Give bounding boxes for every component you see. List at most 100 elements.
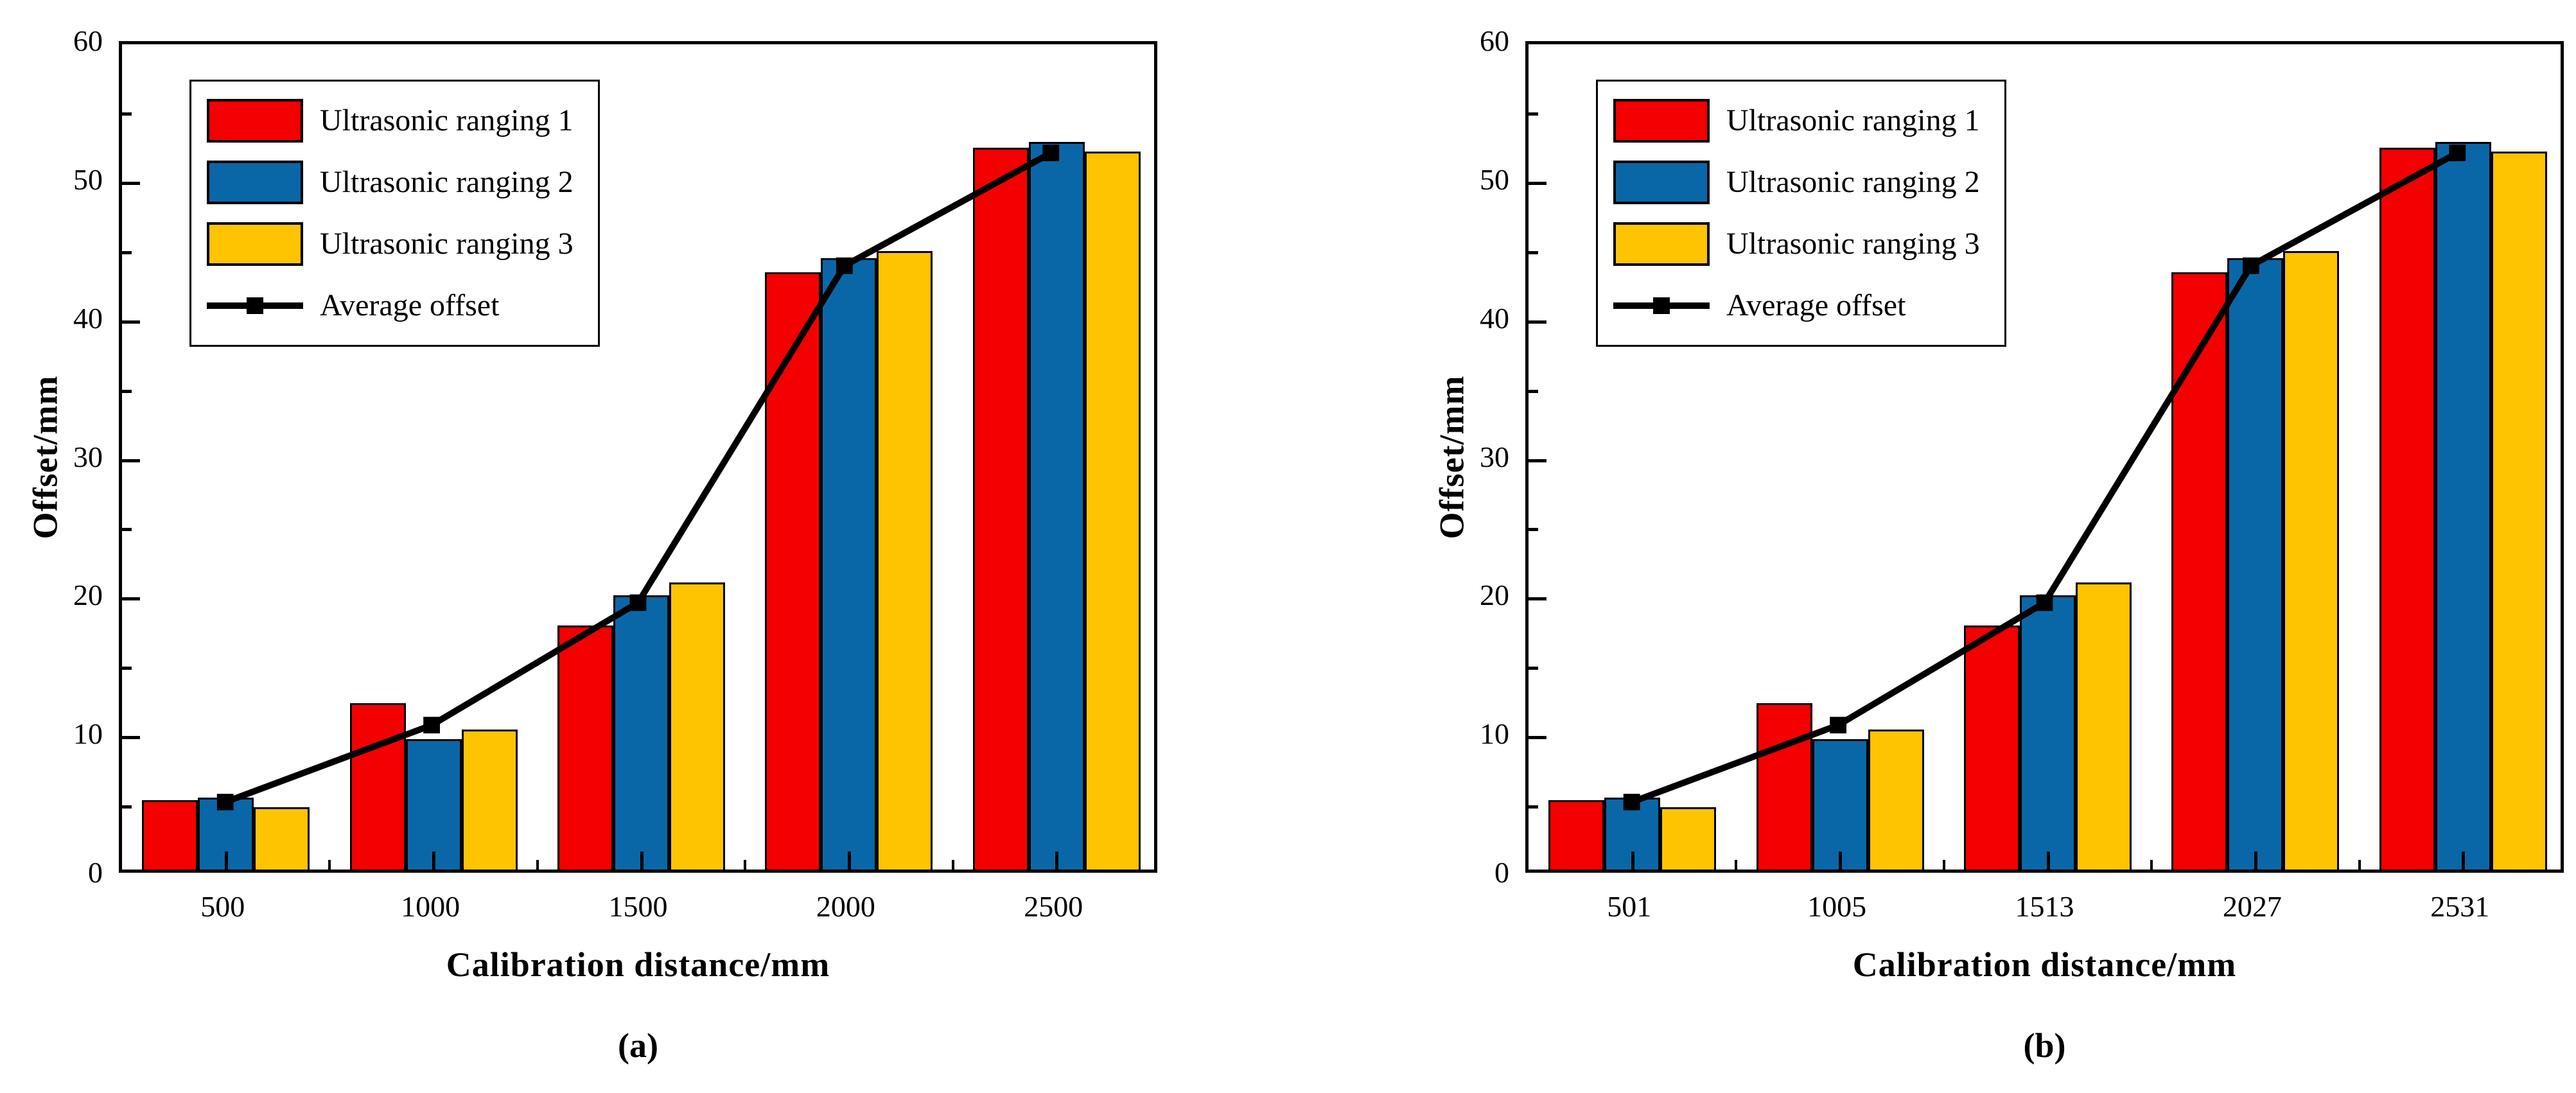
average-offset-marker-2027: [2242, 257, 2259, 274]
bars-layer: [122, 44, 1154, 870]
x-tick-label-2000: 2000: [816, 890, 875, 923]
x-tick-label-1000: 1000: [401, 890, 460, 923]
y-tick-10: [1529, 736, 1546, 740]
y-tick-50: [122, 181, 140, 185]
bar-ultrasonic-ranging-1-x2500: [972, 148, 1029, 870]
x-axis-title: Calibration distance/mm: [446, 945, 830, 984]
average-offset-line: [216, 144, 1060, 810]
bar-ultrasonic-ranging-1-x1513: [1964, 625, 2020, 870]
x-minor-tick: [2358, 860, 2361, 870]
y-tick-label-40: 40: [1480, 301, 1509, 335]
x-minor-tick: [951, 860, 954, 870]
y-tick-35: [122, 389, 132, 393]
legend: Ultrasonic ranging 1 Ultrasonic ranging 2…: [189, 80, 600, 347]
y-tick-55: [122, 112, 132, 116]
y-tick-15: [1529, 667, 1538, 670]
x-tick-500: [224, 852, 228, 870]
x-tick-501: [1631, 852, 1634, 870]
average-offset-marker-2000: [836, 257, 853, 274]
y-tick-label-50: 50: [1480, 162, 1509, 196]
bar-ultrasonic-ranging-3-x1000: [461, 730, 518, 870]
legend-line-sample: [1613, 284, 1710, 328]
x-tick-1513: [2046, 852, 2050, 870]
bar-ultrasonic-ranging-3-x1513: [2076, 582, 2132, 870]
y-tick-label-30: 30: [1480, 440, 1509, 473]
x-tick-label-2027: 2027: [2222, 890, 2282, 923]
x-tick-label-2500: 2500: [1024, 890, 1083, 923]
bar-ultrasonic-ranging-2-x2531: [2435, 142, 2491, 870]
legend-label: Average offset: [1726, 288, 1906, 322]
legend-item-average-offset: Average offset: [207, 279, 574, 332]
bar-ultrasonic-ranging-1-x2000: [765, 272, 821, 870]
y-tick-40: [122, 320, 140, 324]
bar-ultrasonic-ranging-3-x501: [1660, 807, 1717, 870]
average-offset-marker-501: [1623, 794, 1640, 810]
y-tick-5: [1529, 805, 1538, 809]
average-offset-marker-1005: [1830, 717, 1847, 734]
y-tick-10: [122, 736, 140, 740]
x-tick-2500: [1055, 852, 1059, 870]
y-tick-20: [122, 597, 140, 601]
legend-item: Ultrasonic ranging 3: [1613, 218, 1980, 270]
y-tick-label-20: 20: [73, 579, 103, 612]
legend-line-sample: [207, 284, 303, 328]
y-tick-55: [1529, 112, 1538, 116]
bar-ultrasonic-ranging-2-x2027: [2227, 258, 2284, 870]
bar-ultrasonic-ranging-1-x2531: [2379, 148, 2435, 870]
y-tick-20: [1529, 597, 1546, 601]
legend-swatch-ultrasonic-ranging-1: [1613, 99, 1710, 143]
legend-label: Average offset: [320, 288, 500, 322]
legend-item: Ultrasonic ranging 1: [1613, 94, 1980, 147]
bar-ultrasonic-ranging-3-x1005: [1868, 730, 1924, 870]
y-tick-30: [122, 459, 140, 462]
average-offset-marker-1000: [423, 717, 441, 734]
x-tick-label-500: 500: [200, 890, 245, 923]
legend-label: Ultrasonic ranging 1: [320, 103, 574, 137]
bar-ultrasonic-ranging-2-x1000: [405, 739, 462, 870]
legend-label: Ultrasonic ranging 2: [1726, 165, 1980, 199]
x-minor-tick: [536, 860, 539, 870]
bar-ultrasonic-ranging-1-x2027: [2171, 272, 2228, 870]
bar-ultrasonic-ranging-2-x2500: [1028, 142, 1085, 870]
legend: Ultrasonic ranging 1 Ultrasonic ranging 2…: [1596, 80, 2006, 347]
legend-line-marker: [1653, 297, 1670, 314]
x-tick-1005: [1839, 852, 1843, 870]
legend-label: Ultrasonic ranging 3: [320, 227, 574, 261]
average-offset-marker-1500: [629, 594, 647, 611]
y-tick-label-60: 60: [1480, 24, 1509, 57]
y-tick-label-0: 0: [1494, 856, 1509, 889]
average-offset-marker-500: [216, 794, 234, 810]
chart-panel-a: Offset/mm Ultrasonic ranging 1 Ultrasonic…: [26, 24, 1157, 1065]
bar-ultrasonic-ranging-1-x500: [142, 800, 198, 870]
x-tick-label-1513: 1513: [2015, 890, 2074, 923]
legend-label: Ultrasonic ranging 3: [1726, 227, 1980, 261]
x-tick-label-1500: 1500: [608, 890, 668, 923]
x-tick-1500: [640, 852, 644, 870]
bar-ultrasonic-ranging-2-x2000: [821, 258, 877, 870]
x-axis-title: Calibration distance/mm: [1852, 945, 2237, 984]
bar-ultrasonic-ranging-3-x2531: [2491, 152, 2547, 870]
y-tick-45: [1529, 250, 1538, 254]
bar-ultrasonic-ranging-2-x1500: [613, 595, 669, 870]
average-offset-marker-2500: [1042, 144, 1060, 162]
y-tick-label-60: 60: [73, 24, 103, 57]
y-tick-label-30: 30: [73, 440, 103, 473]
legend-swatch-ultrasonic-ranging-1: [207, 99, 303, 143]
x-tick-2531: [2462, 852, 2466, 870]
x-tick-1000: [432, 852, 436, 870]
bar-ultrasonic-ranging-3-x1500: [669, 582, 725, 870]
y-tick-35: [1529, 389, 1538, 393]
legend-item: Ultrasonic ranging 1: [207, 94, 574, 147]
y-tick-label-0: 0: [88, 856, 103, 889]
x-tick-2027: [2254, 852, 2257, 870]
bar-ultrasonic-ranging-2-x1005: [1812, 739, 1868, 870]
y-tick-40: [1529, 320, 1546, 324]
y-tick-30: [1529, 459, 1546, 462]
x-minor-tick: [744, 860, 747, 870]
x-minor-tick: [1942, 860, 1945, 870]
x-tick-label-1005: 1005: [1807, 890, 1867, 923]
y-tick-50: [1529, 181, 1546, 185]
legend-swatch-ultrasonic-ranging-3: [207, 222, 303, 266]
y-tick-label-20: 20: [1480, 579, 1509, 612]
